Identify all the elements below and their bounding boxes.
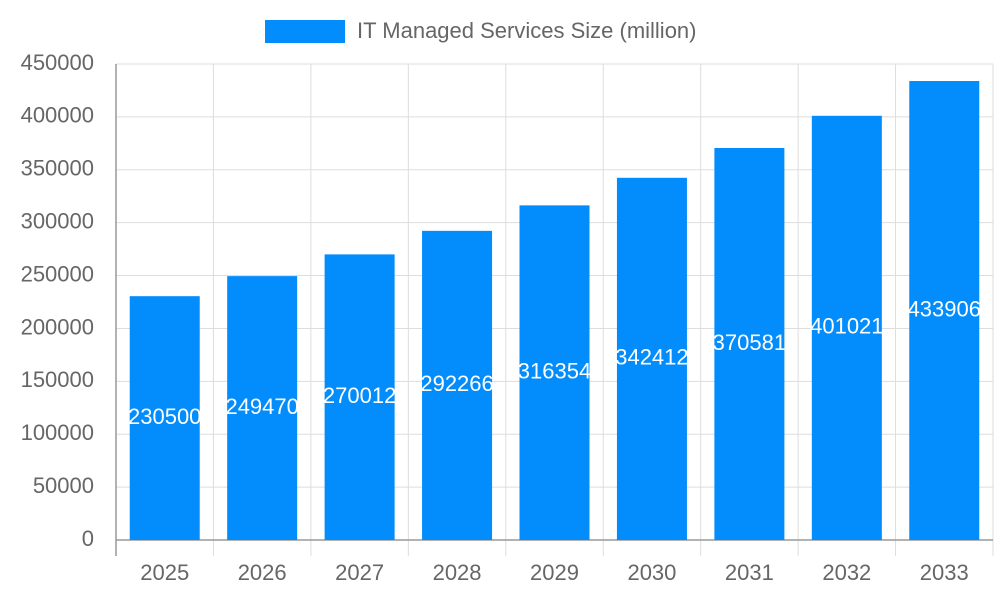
x-tick-label: 2027 <box>335 560 384 585</box>
bar <box>616 177 687 540</box>
y-tick-label: 450000 <box>21 50 94 75</box>
data-label: 292266 <box>420 371 493 396</box>
y-tick-label: 350000 <box>21 156 94 181</box>
bar <box>714 148 785 540</box>
data-label: 316354 <box>518 358 591 383</box>
bar <box>227 276 298 540</box>
legend-swatch <box>265 20 345 43</box>
bar <box>811 115 882 540</box>
x-tick-label: 2025 <box>140 560 189 585</box>
data-label: 249470 <box>225 394 298 419</box>
y-tick-label: 250000 <box>21 261 94 286</box>
data-label: 270012 <box>323 383 396 408</box>
data-label: 370581 <box>713 330 786 355</box>
y-tick-label: 150000 <box>21 367 94 392</box>
x-tick-label: 2026 <box>238 560 287 585</box>
bar <box>909 81 980 541</box>
data-label: 230500 <box>128 404 201 429</box>
x-tick-label: 2031 <box>725 560 774 585</box>
data-label: 433906 <box>908 296 981 321</box>
bar <box>519 205 590 540</box>
y-tick-label: 100000 <box>21 420 94 445</box>
y-tick-label: 0 <box>82 526 94 551</box>
bar <box>129 296 200 540</box>
data-label: 401021 <box>810 314 883 339</box>
y-tick-label: 50000 <box>33 473 94 498</box>
bar <box>324 254 395 540</box>
x-tick-label: 2029 <box>530 560 579 585</box>
y-tick-label: 300000 <box>21 208 94 233</box>
x-tick-label: 2028 <box>433 560 482 585</box>
bar <box>422 230 493 540</box>
legend-label: IT Managed Services Size (million) <box>357 18 697 43</box>
x-tick-label: 2032 <box>822 560 871 585</box>
y-tick-label: 200000 <box>21 314 94 339</box>
y-tick-label: 400000 <box>21 103 94 128</box>
x-tick-label: 2030 <box>627 560 676 585</box>
data-label: 342412 <box>615 345 688 370</box>
x-tick-label: 2033 <box>920 560 969 585</box>
